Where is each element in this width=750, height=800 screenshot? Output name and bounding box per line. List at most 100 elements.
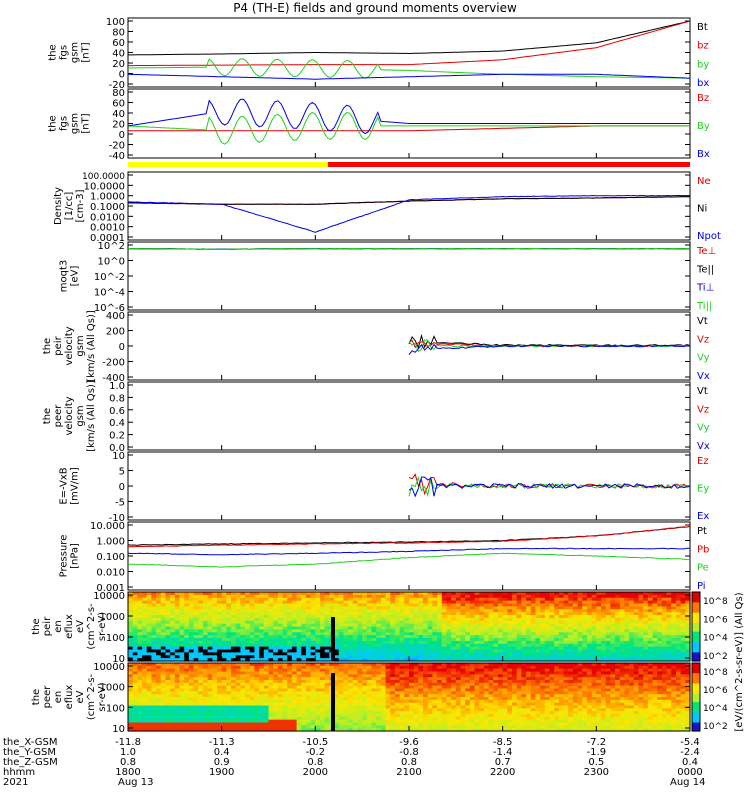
heatmap-cell [165,592,171,596]
heatmap-cell [315,716,321,721]
heatmap-cell [624,658,630,662]
heatmap-cell [376,655,382,659]
heatmap-cell [404,702,410,707]
heatmap-cell [441,699,448,704]
heatmap-cell [535,640,541,645]
heatmap-cell [254,699,260,704]
heatmap-cell [193,682,199,687]
heatmap-cell [451,668,457,673]
heatmap-cell [582,626,588,630]
heatmap-cell [179,597,185,602]
heatmap-cell [151,606,157,610]
heatmap-cell [263,719,270,724]
heatmap-cell [160,615,167,619]
heatmap-cell [240,623,246,628]
heatmap-cell [156,714,162,718]
heatmap-cell [268,688,274,692]
heatmap-cell [427,728,434,732]
heatmap-cell [282,612,288,616]
heatmap-cell [301,725,307,729]
heatmap-cell [184,649,190,653]
heatmap-cell [212,714,218,718]
heatmap-cell [240,694,246,698]
heatmap-cell [296,708,302,712]
heatmap-cell [446,722,452,726]
heatmap-cell [582,597,588,602]
heatmap-cell [343,702,349,707]
heatmap-cell [427,677,434,681]
heatmap-cell [404,697,410,701]
heatmap-cell [315,655,321,659]
heatmap-cell [301,623,307,628]
heatmap-cell [685,620,691,625]
heatmap-cell [591,603,597,607]
heatmap-cell [409,643,415,648]
heatmap-cell [680,603,686,607]
heatmap-cell [591,652,597,656]
heatmap-cell [638,606,644,610]
heatmap-cell [263,643,270,648]
heatmap-cell [212,629,218,633]
heatmap-cell [170,646,176,651]
heatmap-cell [174,685,181,690]
series-line-Bt [128,20,691,56]
heatmap-cell [235,722,241,726]
heatmap-cell [142,674,148,678]
heatmap-cell [413,714,419,718]
heatmap-cell [287,694,293,698]
heatmap-cell [544,652,551,656]
heatmap-cell [273,688,279,692]
heatmap-cell [193,668,199,673]
heatmap-cell [259,597,265,602]
legend-entry: bz [697,41,709,52]
heatmap-cell [418,594,424,599]
heatmap-cell [174,617,181,622]
heatmap-cell [142,600,148,605]
heatmap-cell [661,606,668,610]
heatmap-cell [394,728,401,732]
heatmap-cell [156,600,162,605]
heatmap-cell [385,722,391,726]
heatmap-cell [174,606,181,610]
heatmap-cell [413,722,419,726]
heatmap-cell [371,629,377,633]
heatmap-cell [338,655,345,659]
heatmap-cell [685,606,691,610]
heatmap-cell [399,592,405,596]
heatmap-cell [418,668,424,673]
heatmap-cell [231,705,237,709]
heatmap-cell [310,640,316,645]
heatmap-cell [305,702,312,707]
heatmap-cell [301,680,307,684]
heatmap-cell [282,702,288,707]
heatmap-cell [652,626,658,630]
heatmap-cell [507,635,513,639]
heatmap-cell [666,600,672,605]
heatmap-cell [273,649,279,653]
heatmap-cell [554,635,560,639]
heatmap-cell [273,694,279,698]
heatmap-cell [488,632,494,636]
heatmap-cell [582,594,588,599]
heatmap-cell [615,597,621,602]
heatmap-cell [235,702,241,707]
heatmap-cell [643,603,649,607]
heatmap-cell [591,615,597,619]
heatmap-cell [202,725,209,729]
heatmap-cell [207,592,213,596]
heatmap-cell [156,668,162,673]
heatmap-cell [235,694,241,698]
heatmap-cell [128,603,134,607]
heatmap-cell [385,680,391,684]
heatmap-cell [160,714,167,718]
heatmap-cell [404,705,410,709]
heatmap-cell [202,652,209,656]
heatmap-cell [633,606,640,610]
heatmap-cell [362,677,368,681]
heatmap-cell [423,603,429,607]
heatmap-cell [301,617,307,622]
heatmap-cell [128,665,134,670]
heatmap-cell [591,626,597,630]
heatmap-cell [385,716,391,721]
heatmap-cell [661,658,668,662]
